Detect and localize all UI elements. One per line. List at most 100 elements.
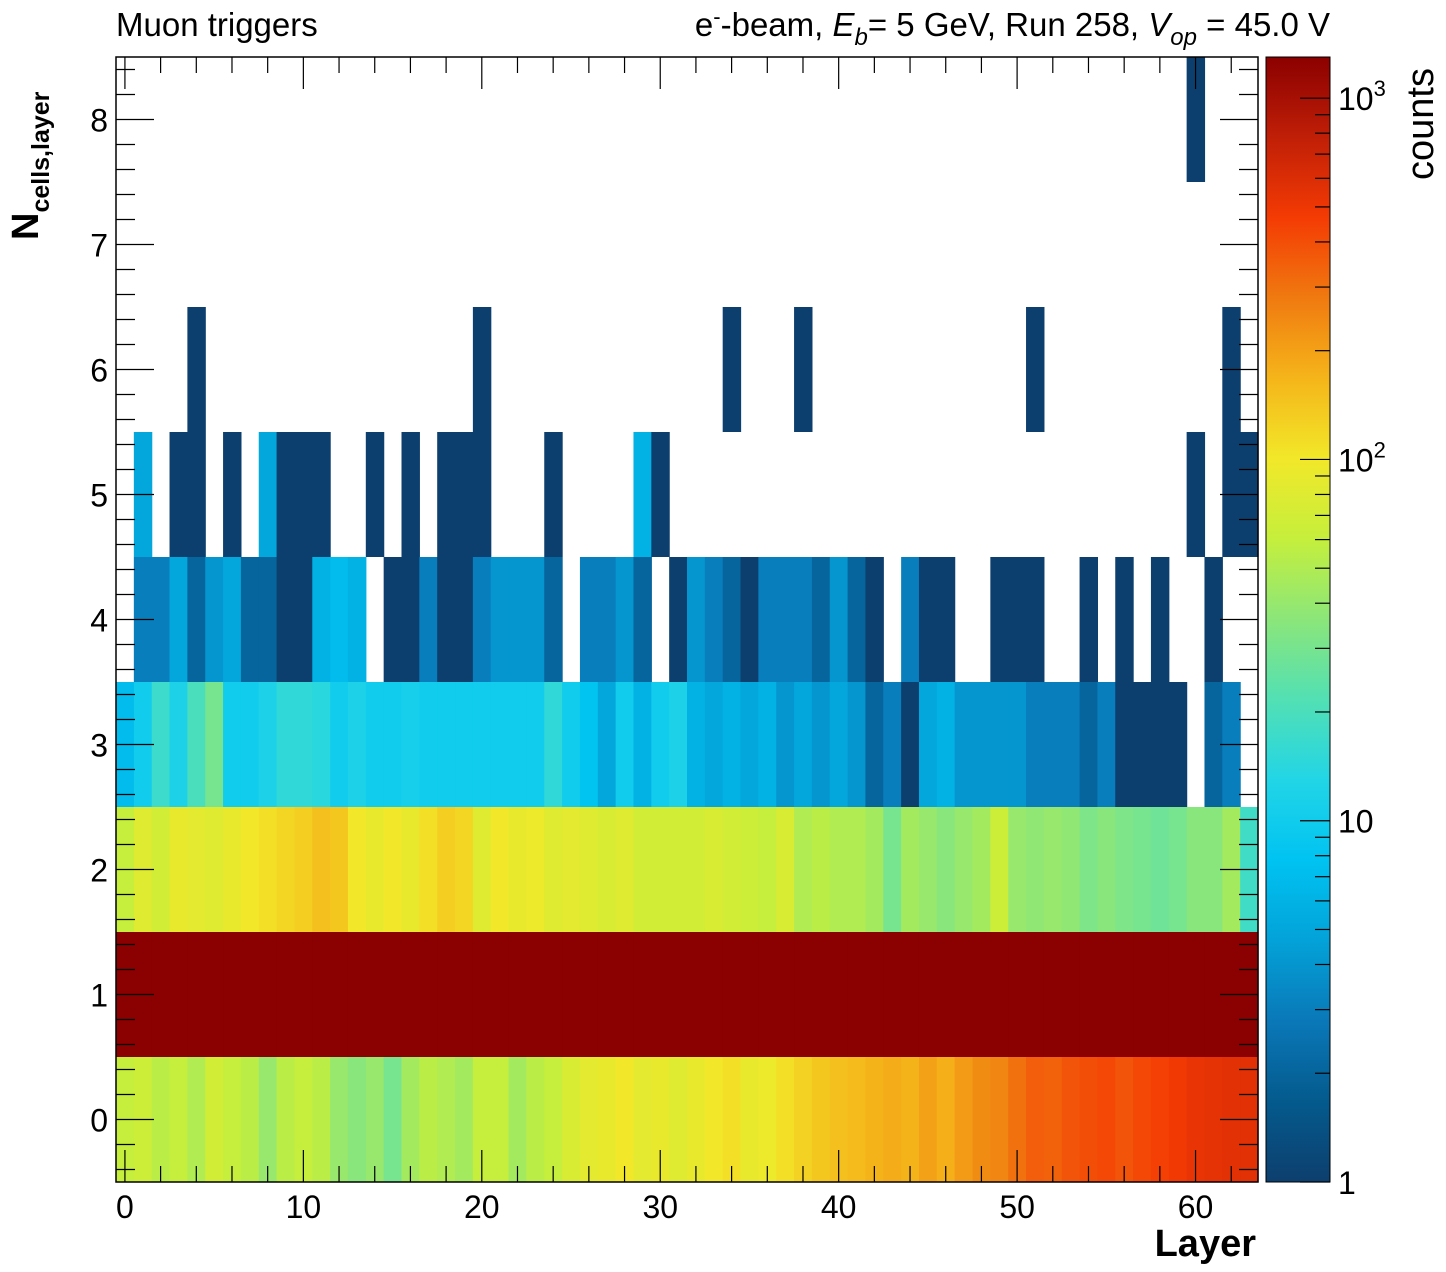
heatmap-cell: [1204, 807, 1223, 932]
heatmap-cell: [437, 932, 456, 1057]
heatmap-cell: [811, 682, 831, 807]
heatmap-cell: [687, 1057, 706, 1182]
heatmap-cell: [936, 932, 956, 1057]
heatmap-cell: [704, 682, 724, 807]
heatmap-cell: [1186, 807, 1206, 932]
heatmap-cell: [990, 932, 1009, 1057]
x-tick-label: 50: [999, 1189, 1035, 1225]
heatmap-cell: [437, 432, 456, 557]
heatmap-cell: [1008, 557, 1027, 682]
heatmap-cell: [1150, 932, 1170, 1057]
heatmap-cell: [294, 807, 313, 932]
heatmap-cell: [1150, 557, 1170, 682]
heatmap-cell: [472, 807, 492, 932]
heatmap-cell: [401, 807, 420, 932]
y-tick-label: 7: [90, 228, 108, 264]
heatmap-cell: [544, 682, 563, 807]
heatmap-cell: [597, 682, 617, 807]
heatmap-cell: [972, 1057, 991, 1182]
heatmap-cell: [794, 1057, 813, 1182]
heatmap-cell: [847, 1057, 867, 1182]
heatmap-cell: [776, 682, 795, 807]
heatmap-cell: [651, 1057, 670, 1182]
heatmap-cell: [758, 932, 777, 1057]
heatmap-cell: [883, 682, 902, 807]
heatmap-cell: [490, 807, 510, 932]
heatmap-cell: [562, 932, 581, 1057]
heatmap-cell: [794, 932, 813, 1057]
heatmap-cell: [1115, 557, 1134, 682]
heatmap-cell: [169, 432, 188, 557]
heatmap-cell: [240, 557, 260, 682]
y-tick-label: 1: [90, 978, 108, 1014]
heatmap-cell: [722, 307, 742, 432]
heatmap-cell: [294, 682, 313, 807]
heatmap-cell: [1079, 557, 1098, 682]
heatmap-cell: [918, 807, 938, 932]
heatmap-cell: [437, 1057, 456, 1182]
heatmap-cell: [1168, 1057, 1188, 1182]
heatmap-cell: [401, 1057, 420, 1182]
heatmap-cell: [1043, 932, 1063, 1057]
heatmap-cell: [1204, 1057, 1223, 1182]
heatmap-cell: [615, 932, 635, 1057]
heatmap-cell: [276, 1057, 296, 1182]
heatmap-cell: [1061, 932, 1081, 1057]
heatmap-cell: [1168, 807, 1188, 932]
heatmap-cell: [776, 807, 795, 932]
heatmap-cell: [562, 1057, 581, 1182]
heatmap-cell: [722, 682, 742, 807]
heatmap-cell: [187, 307, 206, 432]
heatmap-cell: [990, 1057, 1009, 1182]
heatmap-cell: [383, 557, 403, 682]
heatmap-cell: [205, 557, 224, 682]
heatmap-cell: [1115, 1057, 1134, 1182]
heatmap-cell: [151, 1057, 171, 1182]
heatmap-cell: [883, 1057, 902, 1182]
heatmap-cell: [847, 557, 867, 682]
heatmap-cell: [205, 932, 224, 1057]
heatmap-cell: [1186, 932, 1206, 1057]
heatmap-cell: [258, 807, 278, 932]
axis-tick-labels: 0 10 20 30 40 50 60 0 1 2 3 4 5 6 7 8: [90, 103, 1213, 1226]
heatmap-cell: [258, 1057, 278, 1182]
heatmap-cell: [954, 682, 974, 807]
heatmap-cell: [508, 682, 527, 807]
heatmap-cell: [990, 807, 1009, 932]
heatmap-cell: [811, 807, 831, 932]
heatmap-cell: [1061, 807, 1081, 932]
heatmap-cell: [740, 932, 759, 1057]
heatmap-cell: [847, 807, 867, 932]
y-tick-label: 8: [90, 103, 108, 139]
heatmap-cell: [740, 807, 759, 932]
heatmap-cell: [312, 432, 331, 557]
heatmap-cell: [1097, 932, 1116, 1057]
heatmap-cell: [365, 682, 385, 807]
heatmap-cell: [883, 932, 902, 1057]
heatmap-cell: [347, 1057, 367, 1182]
heatmap-cell: [1008, 1057, 1027, 1182]
heatmap-cell: [330, 807, 349, 932]
chart-title-left: Muon triggers: [116, 6, 318, 43]
heatmap-cell: [508, 807, 527, 932]
heatmap-cell: [401, 682, 420, 807]
y-tick-label: 3: [90, 728, 108, 764]
heatmap-cell: [472, 307, 492, 432]
heatmap-cell: [936, 682, 956, 807]
heatmap-cell: [223, 932, 242, 1057]
heatmap-cell: [794, 557, 813, 682]
heatmap-cell: [276, 932, 296, 1057]
heatmap-cell: [597, 1057, 617, 1182]
heatmap-cells: [116, 57, 1259, 1182]
heatmap-cell: [687, 682, 706, 807]
heatmap-cell: [1204, 557, 1223, 682]
heatmap-cell: [865, 807, 884, 932]
heatmap-cell: [1168, 932, 1188, 1057]
heatmap-cell: [829, 682, 849, 807]
heatmap-cell: [1026, 682, 1045, 807]
heatmap-cell: [223, 807, 242, 932]
heatmap-cell: [1026, 1057, 1045, 1182]
heatmap-cell: [936, 807, 956, 932]
heatmap-cell: [1115, 932, 1134, 1057]
heatmap-cell: [1097, 807, 1116, 932]
